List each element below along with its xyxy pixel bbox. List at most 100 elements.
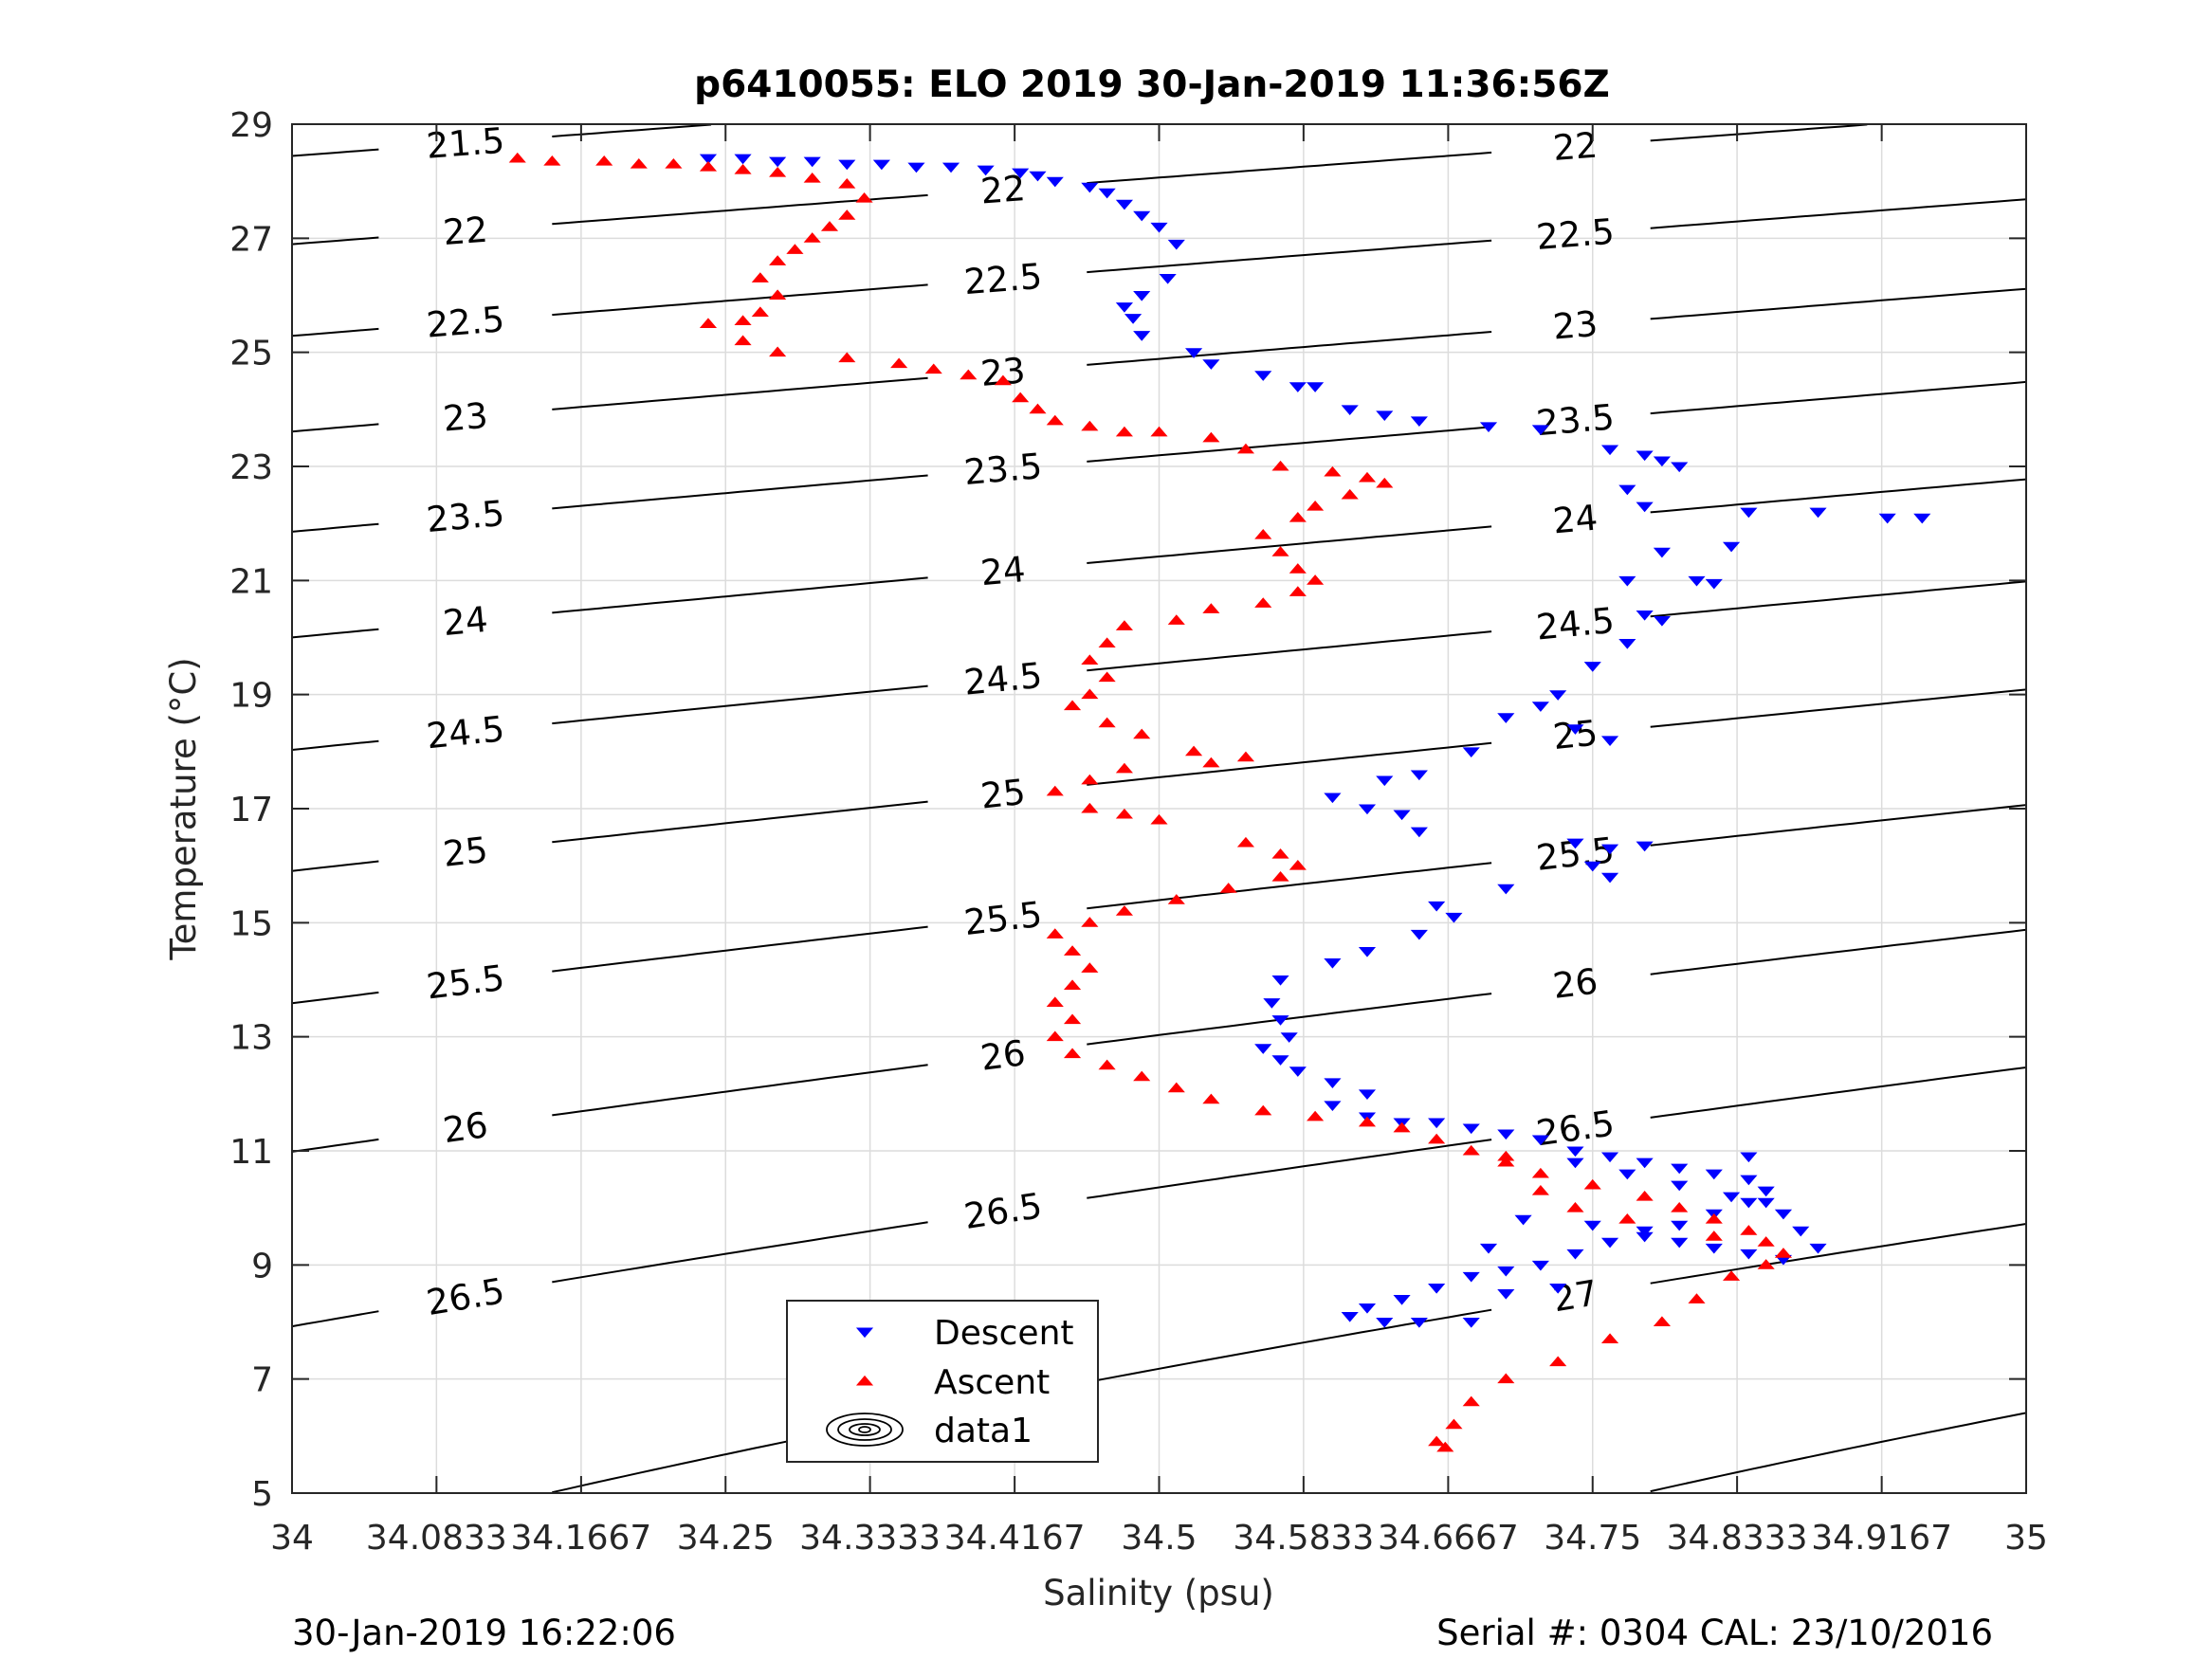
density-contour	[1650, 1412, 2027, 1493]
descent-point	[1358, 804, 1377, 815]
y-tick-label: 23	[229, 448, 273, 487]
ascent-point	[1271, 546, 1289, 556]
ascent-point	[1341, 488, 1359, 500]
ascent-point	[1081, 654, 1099, 665]
y-tick-labels: 5 7 9 11 13 15 17 19 21 23 25 27 29	[229, 106, 273, 1514]
ascent-point	[1115, 808, 1134, 819]
ascent-point	[1307, 574, 1325, 585]
descent-point	[1636, 501, 1654, 513]
descent-point	[1671, 462, 1689, 473]
ascent-point	[1219, 883, 1237, 893]
ascent-point	[1167, 1082, 1185, 1093]
ascent-point	[1600, 1333, 1619, 1344]
x-tick-label: 34.8333	[1667, 1519, 1808, 1558]
descent-point	[1324, 957, 1342, 969]
descent-point	[1809, 507, 1827, 519]
ascent-point	[1757, 1236, 1775, 1247]
grid-lines	[292, 124, 2026, 1493]
ascent-point	[994, 374, 1012, 386]
descent-point	[1636, 1226, 1654, 1237]
ascent-point	[1098, 637, 1116, 647]
ascent-point	[924, 363, 942, 374]
ascent-point	[838, 352, 856, 363]
legend-ascent-icon	[855, 1375, 874, 1386]
descent-point	[1618, 1169, 1636, 1180]
descent-point	[1497, 713, 1515, 723]
y-tick-label: 19	[229, 677, 273, 716]
ascent-point	[1063, 1048, 1082, 1059]
x-axis-label: Salinity (psu)	[1043, 1573, 1274, 1613]
contour-label: 22.5	[962, 256, 1044, 302]
ascent-point	[838, 210, 856, 220]
density-contour	[291, 804, 2027, 1005]
ascent-point	[1236, 443, 1255, 454]
ascent-point	[1081, 962, 1099, 973]
ascent-point	[838, 178, 856, 189]
ascent-point	[1150, 426, 1168, 437]
x-tick-label: 34.75	[1544, 1519, 1641, 1558]
ascent-point	[508, 152, 526, 163]
descent-point	[1705, 578, 1723, 590]
descent-point	[1671, 1220, 1689, 1231]
ascent-point	[1063, 1013, 1082, 1025]
descent-point	[1428, 1118, 1446, 1129]
descent-point	[1046, 176, 1064, 188]
ascent-point	[1289, 586, 1307, 596]
y-tick-label: 11	[229, 1133, 273, 1172]
contour-label: 25.5	[962, 894, 1045, 943]
x-tick-label: 34.6667	[1378, 1519, 1519, 1558]
descent-point	[1722, 1192, 1741, 1203]
descent-point	[1636, 841, 1654, 852]
ascent-point	[734, 315, 752, 326]
density-contour	[291, 478, 2027, 639]
axis-ticks	[291, 123, 2027, 1494]
legend-descent-icon	[855, 1327, 874, 1339]
ascent-point	[1271, 848, 1289, 859]
contour-label: 25	[1551, 713, 1600, 758]
descent-point	[1600, 736, 1619, 746]
ascent-point	[1428, 1133, 1446, 1144]
contour-label: 26	[441, 1104, 491, 1151]
descent-point	[1618, 484, 1636, 496]
x-tick-label: 34.5833	[1233, 1519, 1374, 1558]
legend-label: data1	[934, 1412, 1033, 1450]
descent-point	[1124, 314, 1143, 324]
legend-box	[786, 1300, 1099, 1463]
contour-label: 21.5	[425, 120, 505, 167]
descent-point	[1757, 1186, 1775, 1197]
descent-point	[1271, 1015, 1289, 1026]
ascent-point	[1236, 836, 1255, 848]
contour-label: 22.5	[1535, 211, 1616, 258]
descent-point	[1324, 793, 1342, 804]
descent-point	[699, 154, 718, 165]
ascent-point	[1046, 785, 1064, 796]
x-tick-labels: 34 34.0833 34.1667 34.25 34.3333 34.4167 34.5 3…	[270, 1519, 2048, 1558]
descent-point	[1531, 702, 1549, 712]
descent-point	[1263, 998, 1281, 1009]
ascent-point	[1358, 471, 1377, 483]
ascent-point	[769, 346, 787, 357]
ascent-series	[508, 152, 1793, 1452]
descent-point	[1600, 844, 1619, 855]
descent-point	[1566, 724, 1584, 735]
ascent-point	[769, 289, 787, 300]
ascent-point	[1428, 1435, 1446, 1447]
descent-point	[1566, 1146, 1584, 1158]
descent-point	[769, 156, 787, 168]
contour-label: 22	[442, 210, 489, 254]
legend-contour-icon	[826, 1413, 904, 1447]
descent-point	[1410, 770, 1428, 781]
descent-point	[1531, 1135, 1549, 1146]
contour-label: 24	[979, 549, 1028, 593]
descent-point	[907, 162, 925, 173]
descent-point	[1115, 302, 1134, 313]
ascent-point	[1202, 1093, 1220, 1104]
descent-point	[1722, 541, 1741, 553]
descent-point	[1913, 513, 1931, 524]
x-tick-label: 34.9167	[1811, 1519, 1952, 1558]
descent-point	[1428, 1283, 1446, 1294]
ascent-point	[1462, 1144, 1480, 1156]
descent-point	[1462, 1271, 1480, 1283]
descent-point	[1549, 690, 1567, 701]
descent-point	[872, 159, 890, 171]
